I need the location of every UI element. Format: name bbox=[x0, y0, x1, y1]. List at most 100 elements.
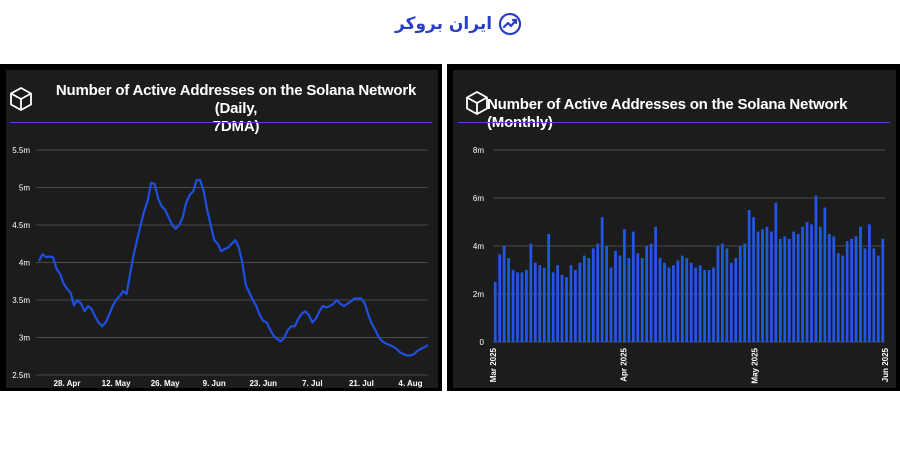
x-tick-label: 12. May bbox=[102, 379, 131, 388]
bar bbox=[881, 238, 885, 342]
x-tick-label: 7. Jul bbox=[302, 379, 322, 388]
bar bbox=[836, 253, 840, 342]
y-tick-label: 4m bbox=[19, 259, 30, 268]
bar bbox=[845, 241, 849, 342]
bar bbox=[676, 260, 680, 342]
bar bbox=[752, 217, 755, 342]
bar bbox=[827, 234, 831, 342]
bar bbox=[605, 246, 608, 342]
bar bbox=[680, 255, 684, 342]
bar bbox=[832, 236, 836, 342]
x-tick-label: Jun 2025 bbox=[881, 347, 890, 382]
bar bbox=[578, 262, 582, 342]
x-tick-label: 23. Jun bbox=[249, 379, 277, 388]
bar bbox=[685, 258, 689, 342]
bar bbox=[734, 258, 738, 342]
bar bbox=[783, 236, 787, 342]
y-tick-label: 4.5m bbox=[12, 221, 30, 230]
title-divider bbox=[10, 122, 432, 123]
bar bbox=[854, 236, 858, 342]
bar bbox=[810, 224, 813, 342]
bar bbox=[729, 262, 733, 342]
bar bbox=[525, 270, 528, 342]
bar bbox=[547, 234, 551, 342]
bar bbox=[805, 222, 809, 342]
bar bbox=[502, 246, 506, 342]
bar bbox=[868, 224, 871, 342]
bar bbox=[574, 270, 577, 342]
bar bbox=[787, 238, 791, 342]
daily-chart-title-line1: Number of Active Addresses on the Solana… bbox=[55, 82, 417, 117]
bar bbox=[623, 229, 626, 342]
bar bbox=[636, 253, 640, 342]
bar bbox=[529, 243, 533, 342]
bar bbox=[796, 234, 800, 342]
bar bbox=[761, 229, 764, 342]
y-tick-label: 2.5m bbox=[12, 371, 30, 380]
bar bbox=[863, 248, 867, 342]
bar bbox=[814, 195, 818, 342]
bar bbox=[498, 254, 502, 342]
bar bbox=[707, 270, 711, 342]
bar bbox=[819, 226, 822, 342]
bar bbox=[533, 262, 537, 342]
bar bbox=[591, 248, 595, 342]
bar bbox=[569, 265, 573, 342]
bar bbox=[511, 270, 515, 342]
bar bbox=[876, 255, 880, 342]
bar bbox=[841, 255, 845, 342]
bar bbox=[542, 267, 546, 342]
bar bbox=[618, 255, 622, 342]
x-tick-label: May 2025 bbox=[750, 347, 759, 383]
series-line bbox=[38, 178, 429, 357]
monthly-chart-panel: Number of Active Addresses on the Solana… bbox=[447, 64, 900, 391]
bar bbox=[565, 277, 568, 342]
bar bbox=[823, 207, 827, 342]
bar bbox=[872, 248, 876, 342]
chart-trend-icon bbox=[498, 12, 522, 36]
bar bbox=[658, 258, 662, 342]
bar bbox=[538, 265, 542, 342]
y-tick-label: 5m bbox=[19, 184, 30, 193]
bar bbox=[716, 246, 720, 342]
bar bbox=[721, 243, 724, 342]
x-tick-label: 4. Aug bbox=[398, 379, 422, 388]
bar bbox=[663, 262, 666, 342]
y-tick-label: 5.5m bbox=[12, 146, 30, 155]
bar bbox=[689, 262, 693, 342]
x-tick-label: Mar 2025 bbox=[489, 347, 498, 382]
daily-chart-panel: Number of Active Addresses on the Solana… bbox=[0, 64, 442, 391]
bar bbox=[560, 274, 564, 342]
bar bbox=[756, 231, 760, 342]
bar bbox=[703, 270, 706, 342]
bar bbox=[600, 217, 604, 342]
title-divider bbox=[458, 122, 890, 123]
brand-name: ایران بروکر bbox=[395, 14, 493, 34]
y-tick-label: 8m bbox=[473, 146, 484, 155]
bar bbox=[654, 226, 657, 342]
y-tick-label: 2m bbox=[473, 290, 484, 299]
cube-logo-icon bbox=[466, 90, 488, 116]
bar bbox=[551, 272, 555, 342]
bar bbox=[770, 231, 773, 342]
y-tick-label: 3m bbox=[19, 334, 30, 343]
bar bbox=[743, 243, 747, 342]
monthly-chart-card: Number of Active Addresses on the Solana… bbox=[453, 70, 896, 388]
y-tick-label: 4m bbox=[473, 242, 484, 251]
x-tick-label: Apr 2025 bbox=[620, 347, 629, 381]
daily-chart-card: Number of Active Addresses on the Solana… bbox=[6, 70, 438, 388]
bar bbox=[667, 267, 671, 342]
bar bbox=[627, 258, 631, 342]
bar bbox=[520, 272, 524, 342]
bar bbox=[765, 226, 769, 342]
bar bbox=[631, 231, 635, 342]
bar bbox=[801, 226, 804, 342]
bar bbox=[725, 248, 729, 342]
bar bbox=[712, 267, 715, 342]
daily-line-plot: 5.5m 5m 4.5m 4m 3.5m 3m 2.5m 28. Apr 12. May 26. … bbox=[12, 146, 429, 388]
bar bbox=[850, 238, 853, 342]
bar bbox=[694, 267, 698, 342]
x-tick-label: 26. May bbox=[151, 379, 180, 388]
bar bbox=[672, 265, 675, 342]
bar bbox=[587, 258, 591, 342]
